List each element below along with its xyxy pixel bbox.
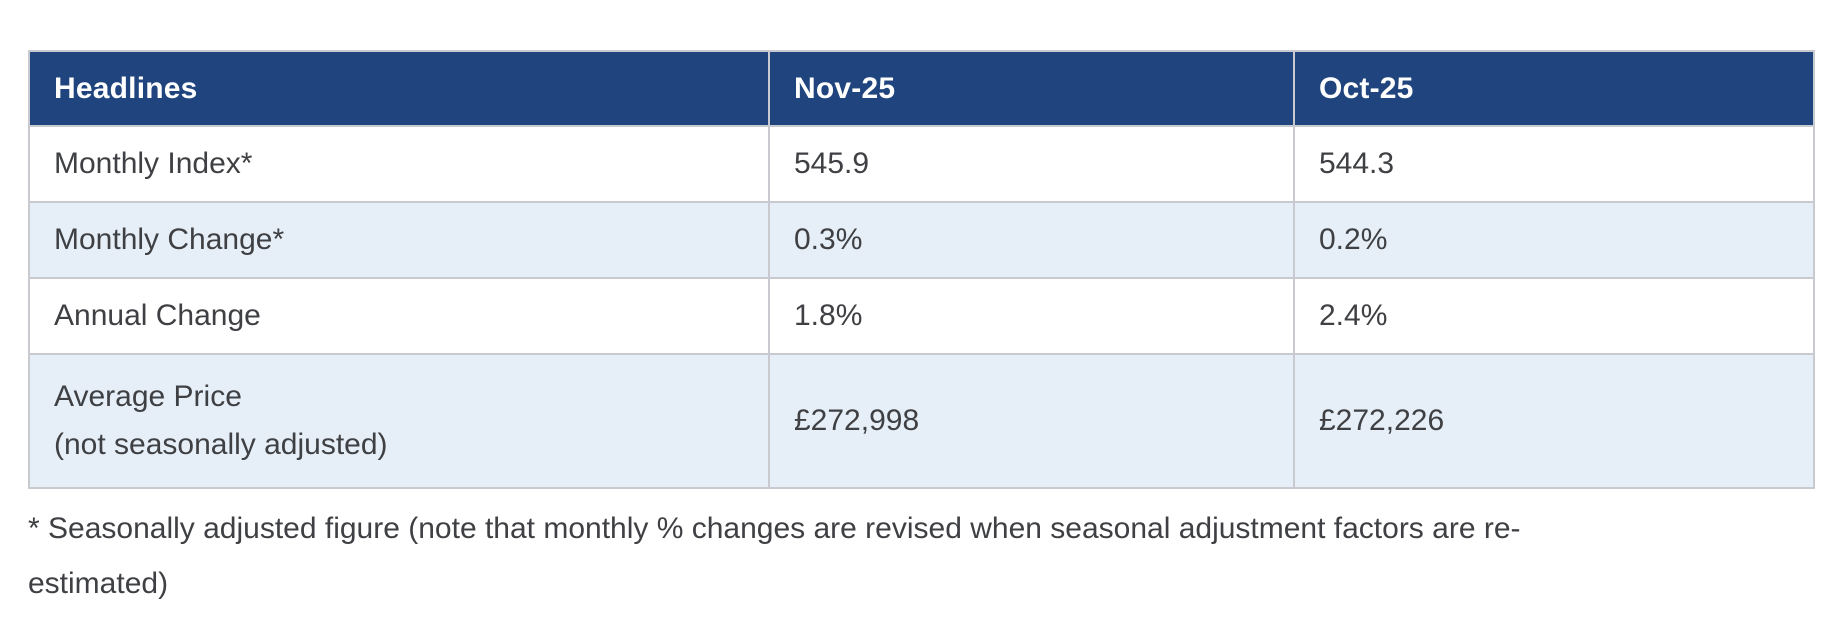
table-row-monthly-index: Monthly Index* 545.9 544.3 bbox=[28, 125, 1815, 203]
value-cell-nov: 0.3% bbox=[768, 201, 1295, 279]
table-row-annual-change: Annual Change 1.8% 2.4% bbox=[28, 277, 1815, 355]
column-header-oct25: Oct-25 bbox=[1293, 50, 1815, 127]
column-header-headlines: Headlines bbox=[28, 50, 770, 127]
row-label-line2: (not seasonally adjusted) bbox=[54, 428, 388, 461]
table-header: Headlines Nov-25 Oct-25 bbox=[28, 50, 1815, 127]
table-body: Monthly Index* 545.9 544.3 Monthly Chang… bbox=[28, 125, 1815, 489]
value-cell-nov: 545.9 bbox=[768, 125, 1295, 203]
row-label-cell: Average Price (not seasonally adjusted) bbox=[28, 353, 770, 489]
value-cell-nov: £272,998 bbox=[768, 353, 1295, 489]
column-header-nov25: Nov-25 bbox=[768, 50, 1295, 127]
table-row-monthly-change: Monthly Change* 0.3% 0.2% bbox=[28, 201, 1815, 279]
row-label-line1: Average Price bbox=[54, 380, 242, 413]
table-row-average-price: Average Price (not seasonally adjusted) … bbox=[28, 353, 1815, 489]
value-cell-oct: 2.4% bbox=[1293, 277, 1815, 355]
row-label-cell: Monthly Index* bbox=[28, 125, 770, 203]
row-label-cell: Monthly Change* bbox=[28, 201, 770, 279]
headlines-table: Headlines Nov-25 Oct-25 Monthly Index* 5… bbox=[28, 50, 1815, 489]
report-page: Headlines Nov-25 Oct-25 Monthly Index* 5… bbox=[28, 50, 1815, 600]
header-row: Headlines Nov-25 Oct-25 bbox=[28, 50, 1815, 127]
value-cell-nov: 1.8% bbox=[768, 277, 1295, 355]
footnote-text: * Seasonally adjusted figure (note that … bbox=[28, 512, 1521, 600]
row-label-cell: Annual Change bbox=[28, 277, 770, 355]
value-cell-oct: £272,226 bbox=[1293, 353, 1815, 489]
value-cell-oct: 544.3 bbox=[1293, 125, 1815, 203]
value-cell-oct: 0.2% bbox=[1293, 201, 1815, 279]
